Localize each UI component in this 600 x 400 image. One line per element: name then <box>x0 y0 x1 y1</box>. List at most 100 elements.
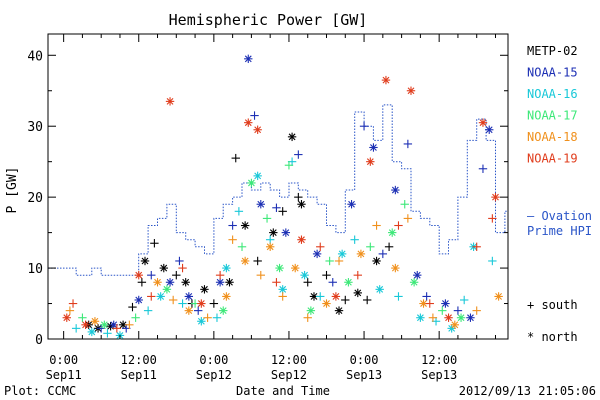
south-point <box>334 256 344 266</box>
south-point <box>178 299 187 308</box>
south-point <box>143 306 153 315</box>
south-point <box>316 242 325 251</box>
north-point <box>253 171 262 181</box>
plot-timestamp: 2012/09/13 21:05:06 <box>459 384 596 398</box>
south-point <box>71 324 81 333</box>
north-point <box>391 263 400 273</box>
plot-frame <box>47 33 509 340</box>
south-point <box>472 242 481 251</box>
north-point <box>87 327 97 337</box>
north-point <box>281 228 291 237</box>
north-point <box>215 278 225 287</box>
north-point <box>413 270 422 280</box>
north-point <box>478 118 488 127</box>
north-point <box>153 278 162 287</box>
north-point <box>322 299 331 308</box>
north-point <box>222 263 231 273</box>
south-point <box>125 320 134 330</box>
north-point <box>306 306 316 315</box>
y-axis-label: P [GW] <box>5 167 20 214</box>
south-point <box>265 235 275 244</box>
south-point <box>234 207 244 216</box>
north-point <box>159 263 168 273</box>
north-point <box>381 75 391 85</box>
south-point <box>394 221 403 230</box>
north-point <box>388 228 397 237</box>
x-tick-time: 12:00 <box>121 353 157 367</box>
x-tick-time: 12:00 <box>271 353 307 367</box>
y-tick-label: 40 <box>27 49 43 64</box>
south-point <box>316 292 325 301</box>
south-point <box>453 306 463 315</box>
north-point <box>275 263 284 273</box>
south-point <box>212 313 222 322</box>
north-point <box>331 292 341 301</box>
north-point <box>244 118 253 127</box>
south-point <box>68 299 78 308</box>
south-point <box>262 214 272 223</box>
data-points <box>62 54 503 340</box>
y-tick-label: 0 <box>35 333 43 348</box>
south-point <box>150 239 159 248</box>
north-point <box>134 270 143 280</box>
south-point <box>362 295 372 305</box>
x-tick-time: 12:00 <box>421 353 457 367</box>
north-point <box>347 200 356 209</box>
north-point <box>369 143 378 152</box>
x-tick-date: Sep11 <box>46 368 82 382</box>
north-point <box>181 278 190 287</box>
south-point <box>137 278 147 287</box>
x-tick-date: Sep13 <box>346 368 382 382</box>
legend-entry: NOAA-15 <box>527 66 578 80</box>
north-point <box>140 256 150 266</box>
south-point <box>403 214 413 223</box>
y-tick-label: 20 <box>27 191 43 206</box>
north-point <box>491 192 500 202</box>
south-point <box>350 235 359 244</box>
north-point <box>219 306 228 315</box>
north-point <box>156 292 165 301</box>
north-point <box>337 249 347 259</box>
ovation-step-line <box>48 104 508 276</box>
south-point <box>65 306 75 315</box>
south-point <box>103 329 112 338</box>
south-point <box>303 313 312 322</box>
south-point <box>147 292 156 301</box>
north-point <box>62 313 71 322</box>
south-point <box>459 295 469 305</box>
north-point <box>366 157 375 166</box>
north-point <box>456 313 466 322</box>
south-point <box>228 235 237 244</box>
north-point <box>372 256 381 266</box>
south-point <box>428 313 438 322</box>
x-tick-date: Sep11 <box>121 368 157 382</box>
south-point <box>488 256 497 266</box>
north-point <box>287 132 297 142</box>
x-tick-time: 0:00 <box>350 353 379 367</box>
south-point <box>394 292 403 301</box>
south-point <box>378 249 388 259</box>
ovation-legend-label: Prime HPI <box>527 224 592 238</box>
south-point <box>209 299 219 308</box>
south-point <box>168 295 178 305</box>
ovation-hpi-line <box>48 104 508 276</box>
south-point <box>372 221 381 230</box>
north-point <box>353 288 362 298</box>
south-point <box>128 302 137 312</box>
south-point <box>403 139 413 149</box>
south-point <box>341 295 350 305</box>
marker-legend: + south * north <box>527 298 578 344</box>
south-point <box>478 164 488 173</box>
north-point <box>406 86 416 95</box>
north-point <box>356 249 366 259</box>
north-point <box>312 249 322 259</box>
south-point <box>438 306 447 315</box>
south-point <box>175 256 184 266</box>
south-point <box>278 207 287 216</box>
y-tick-label: 30 <box>27 120 43 135</box>
x-axis-label: Date and Time <box>236 384 330 398</box>
north-point <box>485 125 494 134</box>
south-point <box>215 270 225 280</box>
south-point <box>303 278 312 287</box>
